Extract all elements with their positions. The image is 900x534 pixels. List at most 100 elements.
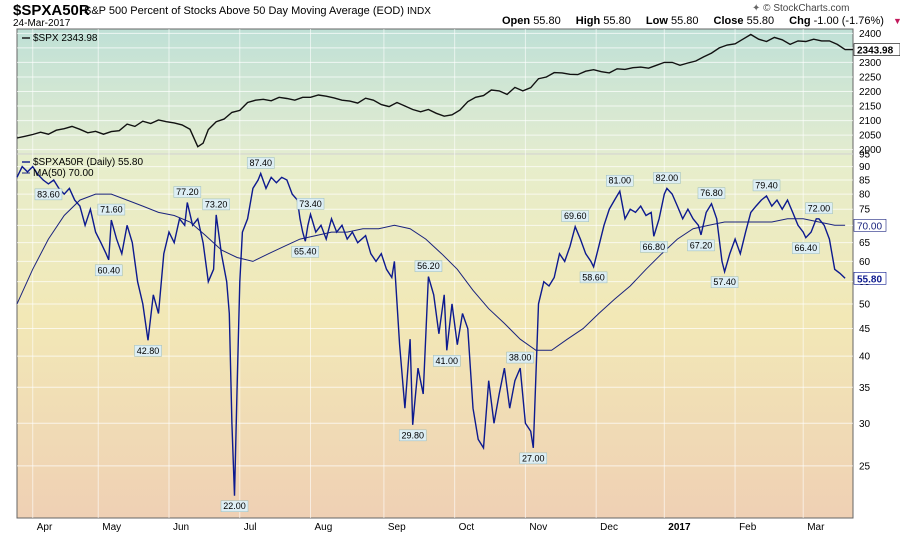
annotation-label: 83.60 <box>37 189 60 199</box>
breadth-panel <box>16 165 846 496</box>
x-tick-label: Jun <box>173 522 189 533</box>
close-value: 55.80 <box>746 15 775 27</box>
breadth-tick-label: 50 <box>859 299 871 310</box>
spx-price-line <box>16 33 853 148</box>
breadth-tick-label: 75 <box>859 205 871 216</box>
ma-legend-label: MA(50) 70.00 <box>33 168 94 179</box>
breadth-tick-label: 65 <box>859 238 871 249</box>
annotation-box <box>291 245 320 258</box>
annotation-box <box>246 157 275 169</box>
annotation-label: 67.20 <box>690 240 713 250</box>
annotation-box <box>173 186 202 198</box>
annotation-label: 77.20 <box>176 187 199 197</box>
annotation-box <box>561 210 589 222</box>
price-tick-label: 2250 <box>859 72 882 83</box>
annotation-box <box>579 271 608 284</box>
annotation-box <box>414 260 443 272</box>
price-last-tag <box>853 43 900 56</box>
price-tick-label: 2050 <box>859 131 882 142</box>
annotations: 83.60 71.60 60.40 42.80 77.20 73.20 22.00 87.40… <box>34 157 833 512</box>
breadth-tick-label: 60 <box>859 257 871 268</box>
annotation-box <box>134 345 162 357</box>
price-tick-label: 2150 <box>859 102 882 113</box>
annotation-label: 56.20 <box>417 261 440 271</box>
breadth-tick-label: 25 <box>859 461 871 472</box>
annotation-label: 76.80 <box>700 188 723 198</box>
stockcharts-logo-icon: ✦ <box>752 3 761 14</box>
annotation-label: 27.00 <box>522 453 545 463</box>
x-tick-label: May <box>102 522 121 533</box>
ma-last-tag <box>853 219 887 232</box>
x-tick-label: Oct <box>459 522 475 533</box>
annotation-label: 72.00 <box>808 203 831 213</box>
annotation-label: 22.00 <box>223 501 246 511</box>
breadth-tick-label: 40 <box>859 352 871 363</box>
price-tick-label: 2100 <box>859 116 882 127</box>
annotation-box <box>220 500 249 512</box>
annotation-label: 57.40 <box>713 277 736 287</box>
chg-value: -1.00 (-1.76%) <box>813 15 884 27</box>
x-tick-label: Apr <box>37 522 53 533</box>
annotation-label: 41.00 <box>436 356 459 366</box>
high-value: 55.80 <box>603 15 631 27</box>
annotation-label: 65.40 <box>294 247 317 257</box>
annotation-box <box>296 198 325 210</box>
annotation-box <box>398 429 427 442</box>
chart-date: 24-Mar-2017 <box>13 18 71 29</box>
breadth-legend-label: $SPXA50R (Daily) 55.80 <box>33 157 143 168</box>
x-tick-label: 2017 <box>668 522 691 533</box>
annotation-label: 79.40 <box>755 180 778 190</box>
x-tick-label: Sep <box>388 522 406 533</box>
breadth-tick-label: 30 <box>859 419 871 430</box>
x-tick-label: Mar <box>807 522 825 533</box>
price-tick-label: 2200 <box>859 87 882 98</box>
annotation-box <box>697 187 726 199</box>
annotation-label: 60.40 <box>97 265 120 275</box>
annotation-label: 69.60 <box>564 211 587 221</box>
annotation-label: 42.80 <box>137 346 160 356</box>
annotation-box <box>433 355 461 367</box>
annotation-box <box>506 351 534 364</box>
ma50-line <box>16 193 846 351</box>
annotation-box <box>653 172 681 184</box>
open-value: 55.80 <box>533 15 561 27</box>
annotation-label: 29.80 <box>401 430 424 440</box>
annotation-box <box>606 174 634 187</box>
annotation-box <box>94 264 123 277</box>
breadth-last-tag <box>853 272 887 285</box>
price-tick-label: 2000 <box>859 145 882 156</box>
description-text: S&P 500 Percent of Stocks Above 50 Day M… <box>84 5 404 17</box>
legends: $SPX 2343.98 $SPXA50R (Daily) 55.80MA(50)… <box>22 33 143 179</box>
price-tick-label: 2300 <box>859 58 882 69</box>
x-tick-label: Nov <box>529 522 547 533</box>
annotation-label: 73.40 <box>299 199 322 209</box>
x-tick-label: Aug <box>315 522 333 533</box>
breadth-tick-label: 80 <box>859 190 871 201</box>
annotation-box <box>97 203 126 216</box>
x-tick-label: Jul <box>244 522 257 533</box>
x-tick-label: Dec <box>600 522 618 533</box>
annotation-label: 38.00 <box>509 353 532 363</box>
chart-header: $SPXA50R S&P 500 Percent of Stocks Above… <box>0 0 900 30</box>
annotation-box <box>34 188 63 201</box>
annotation-label: 66.80 <box>643 242 666 252</box>
chg-label: Chg <box>789 15 811 27</box>
price-last-label: 2343.98 <box>857 46 894 57</box>
ticker-symbol: $SPXA50R <box>13 2 90 19</box>
annotation-label: 73.20 <box>205 199 228 209</box>
ohlc-readout: Open 55.80 High 55.80 Low 55.80 Close 55… <box>502 15 900 27</box>
month-gridlines <box>32 29 804 518</box>
breadth-tick-label: 90 <box>859 162 871 173</box>
breadth-tick-label: 85 <box>859 175 871 186</box>
credit-text: © StockCharts.com <box>763 3 850 14</box>
annotation-box <box>202 198 230 211</box>
price-tick-label: 2400 <box>859 29 882 40</box>
close-label: Close <box>713 15 744 27</box>
annotation-label: 71.60 <box>100 205 123 215</box>
annotation-label: 58.60 <box>582 272 605 282</box>
price-grid <box>17 32 853 151</box>
annotation-label: 81.00 <box>608 176 631 186</box>
breadth-panel-background <box>16 153 854 519</box>
stockcharts-credit[interactable]: ✦ © StockCharts.com <box>752 3 849 14</box>
